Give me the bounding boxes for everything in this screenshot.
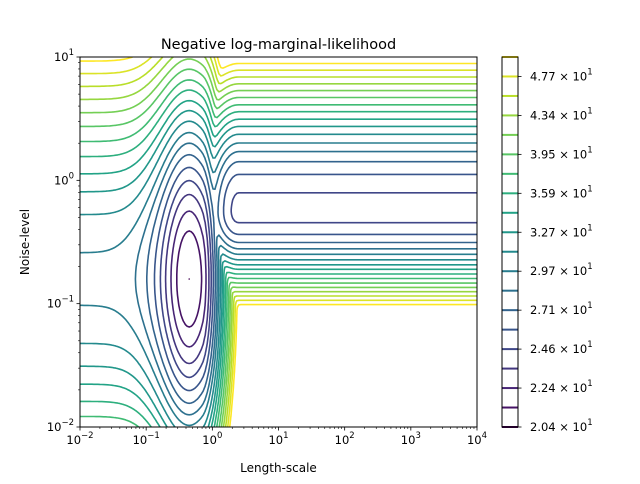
x-tick-label-exponent: 4 [482,431,487,441]
x-tick-label-base: 10 [268,433,283,447]
y-tick-label-base: 10 [47,420,62,434]
colorbar-tick-exponent: 1 [587,301,592,311]
y-tick-label: 10−2 [47,418,74,434]
x-tick-label-exponent: −2 [81,431,94,441]
colorbar-tick-mantissa: 3.95 × 10 [530,147,587,161]
x-tick-label: 101 [268,431,288,447]
contour-line-level-17 [80,57,477,427]
x-axis-label: Length-scale [240,461,317,475]
x-tick-label-exponent: −1 [147,431,160,441]
contour-line-level-14 [80,68,477,427]
y-tick-label-base: 10 [54,173,69,187]
contour-line-level-1 [176,230,203,328]
colorbar-tick-label: 2.24 × 101 [530,379,593,395]
colorbar-tick-label: 3.95 × 101 [530,145,593,161]
colorbar-tick-label: 3.59 × 101 [530,184,593,200]
x-tick-label-base: 10 [335,433,350,447]
colorbar-tick-mantissa: 2.24 × 10 [530,381,587,395]
contour-line-level-11 [80,99,477,427]
colorbar-tick-mantissa: 4.34 × 10 [530,108,587,122]
contour-line-level-12 [80,89,477,427]
colorbar-tick-label: 3.27 × 101 [530,223,593,239]
colorbar-tick-label: 4.77 × 101 [530,67,593,83]
colorbar-tick-exponent: 1 [587,67,592,77]
colorbar-tick-label: 2.04 × 101 [530,418,593,434]
y-tick-label: 10−1 [47,295,74,311]
contour-line-level-5 [153,166,477,392]
x-tick-label-exponent: 2 [349,431,354,441]
colorbar-frame [501,56,519,428]
y-tick-label-base: 10 [47,297,62,311]
y-tick-label-exponent: −2 [61,418,74,428]
colorbar-tick-mantissa: 3.27 × 10 [530,225,587,239]
colorbar-tick-exponent: 1 [587,379,592,389]
y-tick-label-exponent: −1 [61,295,74,305]
contour-line-level-6 [146,153,477,405]
y-tick-label: 100 [54,171,74,187]
x-tick-label-base: 10 [202,433,217,447]
colorbar-tick-mantissa: 2.71 × 10 [530,303,587,317]
colorbar-tick-exponent: 1 [587,262,592,272]
colorbar-tick-mantissa: 2.46 × 10 [530,342,587,356]
contour-line-level-9 [80,120,477,427]
colorbar-tick-label: 2.71 × 101 [530,301,593,317]
x-tick-label: 104 [467,431,487,447]
colorbar-tick-label: 2.97 × 101 [530,262,593,278]
colorbar-tick-exponent: 1 [587,223,592,233]
x-tick-label-exponent: 1 [283,431,288,441]
colorbar-tick-mantissa: 3.59 × 10 [530,186,587,200]
colorbar-tick-label: 4.34 × 101 [530,106,593,122]
contour-line-level-4 [159,179,477,379]
colorbar-tick-mantissa: 2.97 × 10 [530,264,587,278]
chart-title: Negative log-marginal-likelihood [161,37,396,53]
contour-line-level-16 [80,57,477,427]
colorbar-tick-exponent: 1 [587,340,592,350]
contour-lines [80,57,477,427]
x-tick-label-base: 10 [133,433,148,447]
contour-line-level-2 [170,210,207,348]
colorbar-tick-mantissa: 2.04 × 10 [530,420,587,434]
contour-line-level-13 [80,79,477,427]
colorbar-tick-exponent: 1 [587,418,592,428]
x-tick-label: 102 [335,431,355,447]
x-tick-label: 10−2 [66,431,93,447]
y-tick-label-base: 10 [54,50,69,64]
colorbar-tick-mantissa: 4.77 × 10 [530,69,587,83]
contour-line-level-15 [80,58,477,427]
y-axis-label: Noise-level [18,209,32,275]
contour-line-level-19 [80,57,477,427]
contour-line-level-7 [134,142,477,416]
y-tick-label-exponent: 0 [69,171,74,181]
colorbar-tick-exponent: 1 [587,184,592,194]
colorbar-tick-exponent: 1 [587,106,592,116]
y-tick-label-exponent: 1 [69,48,74,58]
x-tick-label-exponent: 0 [217,431,222,441]
x-axis: 10−2 10−1 100 101 102 103 104 [66,427,487,447]
y-tick-label: 101 [54,48,74,64]
x-tick-label: 100 [202,431,222,447]
contour-line-level-3 [164,193,210,365]
contour-line-level-10 [80,109,477,427]
x-tick-label-exponent: 3 [415,431,420,441]
colorbar-tick-exponent: 1 [587,145,592,155]
colorbar-tick-label: 2.46 × 101 [530,340,593,356]
x-tick-label-base: 10 [467,433,482,447]
contour-line-level-18 [80,57,477,427]
contour-line-level-8 [80,131,477,427]
x-tick-label-base: 10 [66,433,81,447]
x-tick-label: 10−1 [133,431,160,447]
x-tick-label: 103 [401,431,421,447]
x-tick-label-base: 10 [401,433,416,447]
